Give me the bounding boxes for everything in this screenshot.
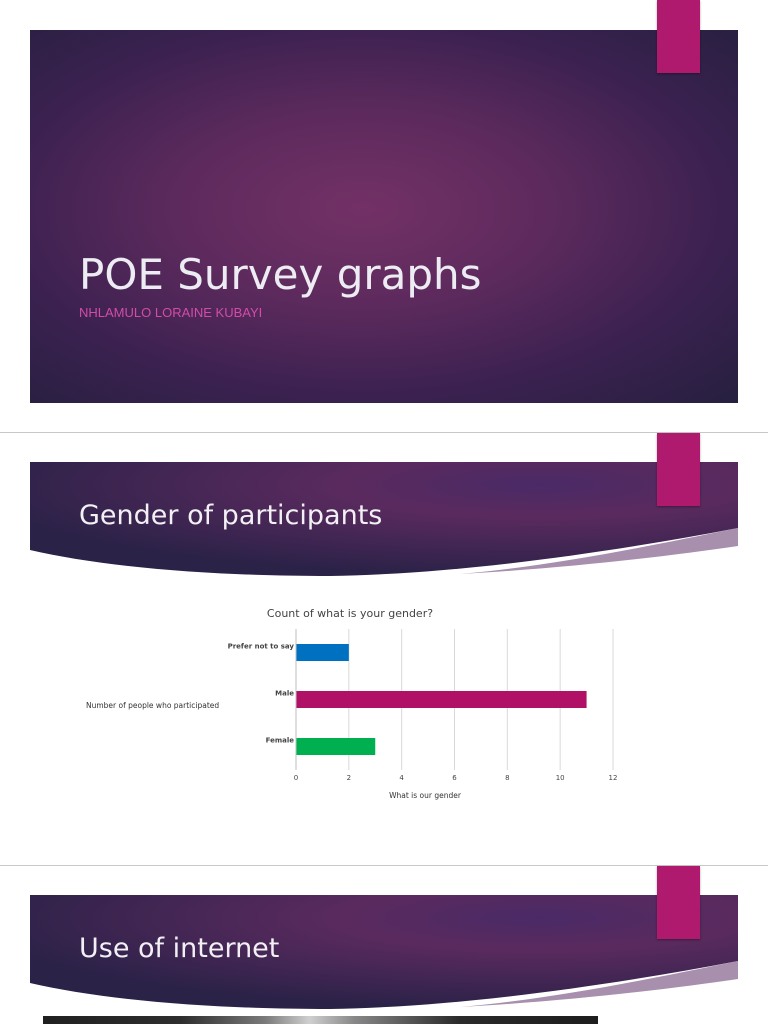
presentation-author: NHLAMULO LORAINE KUBAYI xyxy=(79,305,263,320)
header-background xyxy=(30,462,738,576)
bar-prefer-not-to-say xyxy=(296,644,349,661)
x-tick-label: 12 xyxy=(609,774,618,782)
header-background xyxy=(30,895,738,1009)
slide-divider xyxy=(0,865,768,866)
gender-slide-title: Gender of participants xyxy=(79,500,383,531)
slide-divider xyxy=(0,432,768,433)
chart-title: Count of what is your gender? xyxy=(266,607,434,620)
presentation-title: POE Survey graphs xyxy=(79,250,482,299)
accent-tab-decoration xyxy=(657,866,700,939)
x-tick-label: 0 xyxy=(294,774,298,782)
gender-slide-header: Gender of participants xyxy=(30,462,738,578)
x-tick-label: 8 xyxy=(505,774,509,782)
chart-y-axis-label: Number of people who participated xyxy=(86,701,220,710)
bar-female xyxy=(296,738,376,755)
category-label: Male xyxy=(275,690,294,698)
x-tick-label: 6 xyxy=(452,774,457,782)
bar-male xyxy=(296,691,587,708)
internet-slide-header: Use of internet xyxy=(30,895,738,1011)
slide-image-partial xyxy=(43,1016,598,1024)
chart-x-axis-label: What is our gender xyxy=(389,791,461,800)
accent-tab-decoration xyxy=(657,433,700,506)
gender-bar-chart: Count of what is your gender? Number of … xyxy=(0,600,768,815)
accent-tab-decoration xyxy=(657,0,700,73)
category-label: Prefer not to say xyxy=(228,643,295,651)
title-slide: POE Survey graphs NHLAMULO LORAINE KUBAY… xyxy=(30,30,738,403)
x-tick-label: 4 xyxy=(399,774,404,782)
chart-plot-area: 0 2 4 6 8 10 12 Prefer not to say Male Female xyxy=(228,629,618,782)
category-label: Female xyxy=(266,737,295,745)
x-tick-label: 2 xyxy=(347,774,351,782)
internet-slide-title: Use of internet xyxy=(79,933,280,964)
x-tick-label: 10 xyxy=(556,774,565,782)
